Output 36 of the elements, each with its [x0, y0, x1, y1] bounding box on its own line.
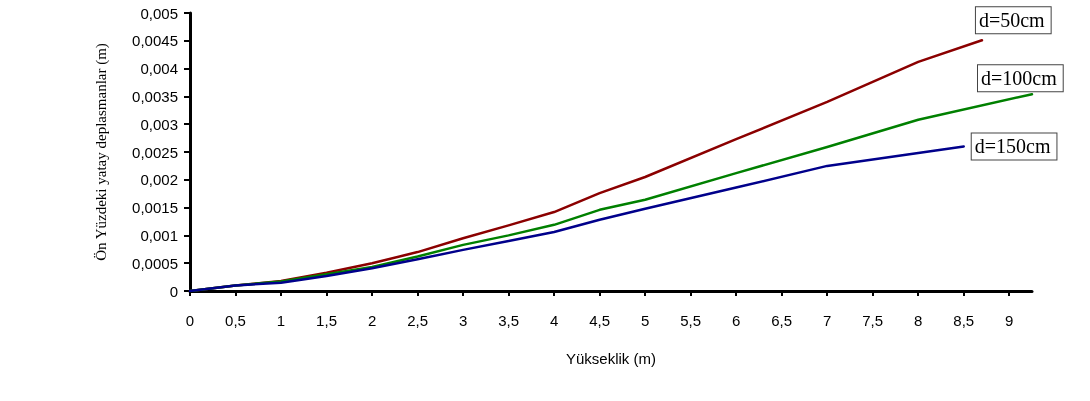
- x-tick-label: 0,5: [225, 312, 246, 329]
- x-tick-label: 8: [914, 312, 923, 329]
- x-tick-label: 1: [276, 312, 286, 329]
- series-label: d=100cm: [981, 67, 1058, 90]
- x-tick-label: 5: [640, 312, 650, 329]
- x-tick-label: 1,5: [316, 312, 337, 329]
- y-tick-label: 0,0025: [132, 143, 178, 161]
- x-tick-label: 6: [731, 312, 741, 329]
- line-series: [188, 145, 965, 293]
- x-tick-label: 2,5: [407, 312, 428, 329]
- y-tick-label: 0,002: [140, 171, 178, 189]
- x-tick-label: 8,5: [953, 312, 975, 329]
- x-tick-label: 4,5: [589, 312, 611, 329]
- x-axis-title: Yükseklik (m): [565, 350, 657, 367]
- y-tick-label: 0: [169, 282, 178, 300]
- y-tick-label: 0,001: [140, 226, 178, 244]
- x-tick-label: 0: [185, 312, 195, 329]
- x-tick-label: 2: [367, 312, 377, 329]
- y-tick-label: 0,004: [140, 60, 178, 78]
- x-tick-label: 9: [1005, 312, 1014, 329]
- series-label: d=150cm: [974, 135, 1051, 158]
- x-tick-label: 4: [549, 312, 559, 329]
- y-tick-label: 0,0035: [132, 87, 178, 105]
- x-tick-label: 5,5: [680, 312, 702, 329]
- x-tick-label: 6,5: [771, 312, 793, 329]
- series-label: d=50cm: [978, 9, 1046, 32]
- y-tick-label: 0,0045: [132, 32, 178, 50]
- x-tick-label: 7: [823, 312, 832, 329]
- x-tick-label: 7,5: [862, 312, 884, 329]
- y-tick-label: 0,0015: [132, 199, 178, 217]
- y-tick-label: 0,005: [140, 4, 178, 22]
- x-tick-label: 3: [458, 312, 468, 329]
- y-tick-label: 0,003: [140, 115, 178, 133]
- y-tick-label: 0,0005: [132, 254, 178, 272]
- y-axis-title: Ön Yüzdeki yatay deplasmanlar (m): [92, 43, 110, 261]
- x-tick-label: 3,5: [498, 312, 520, 329]
